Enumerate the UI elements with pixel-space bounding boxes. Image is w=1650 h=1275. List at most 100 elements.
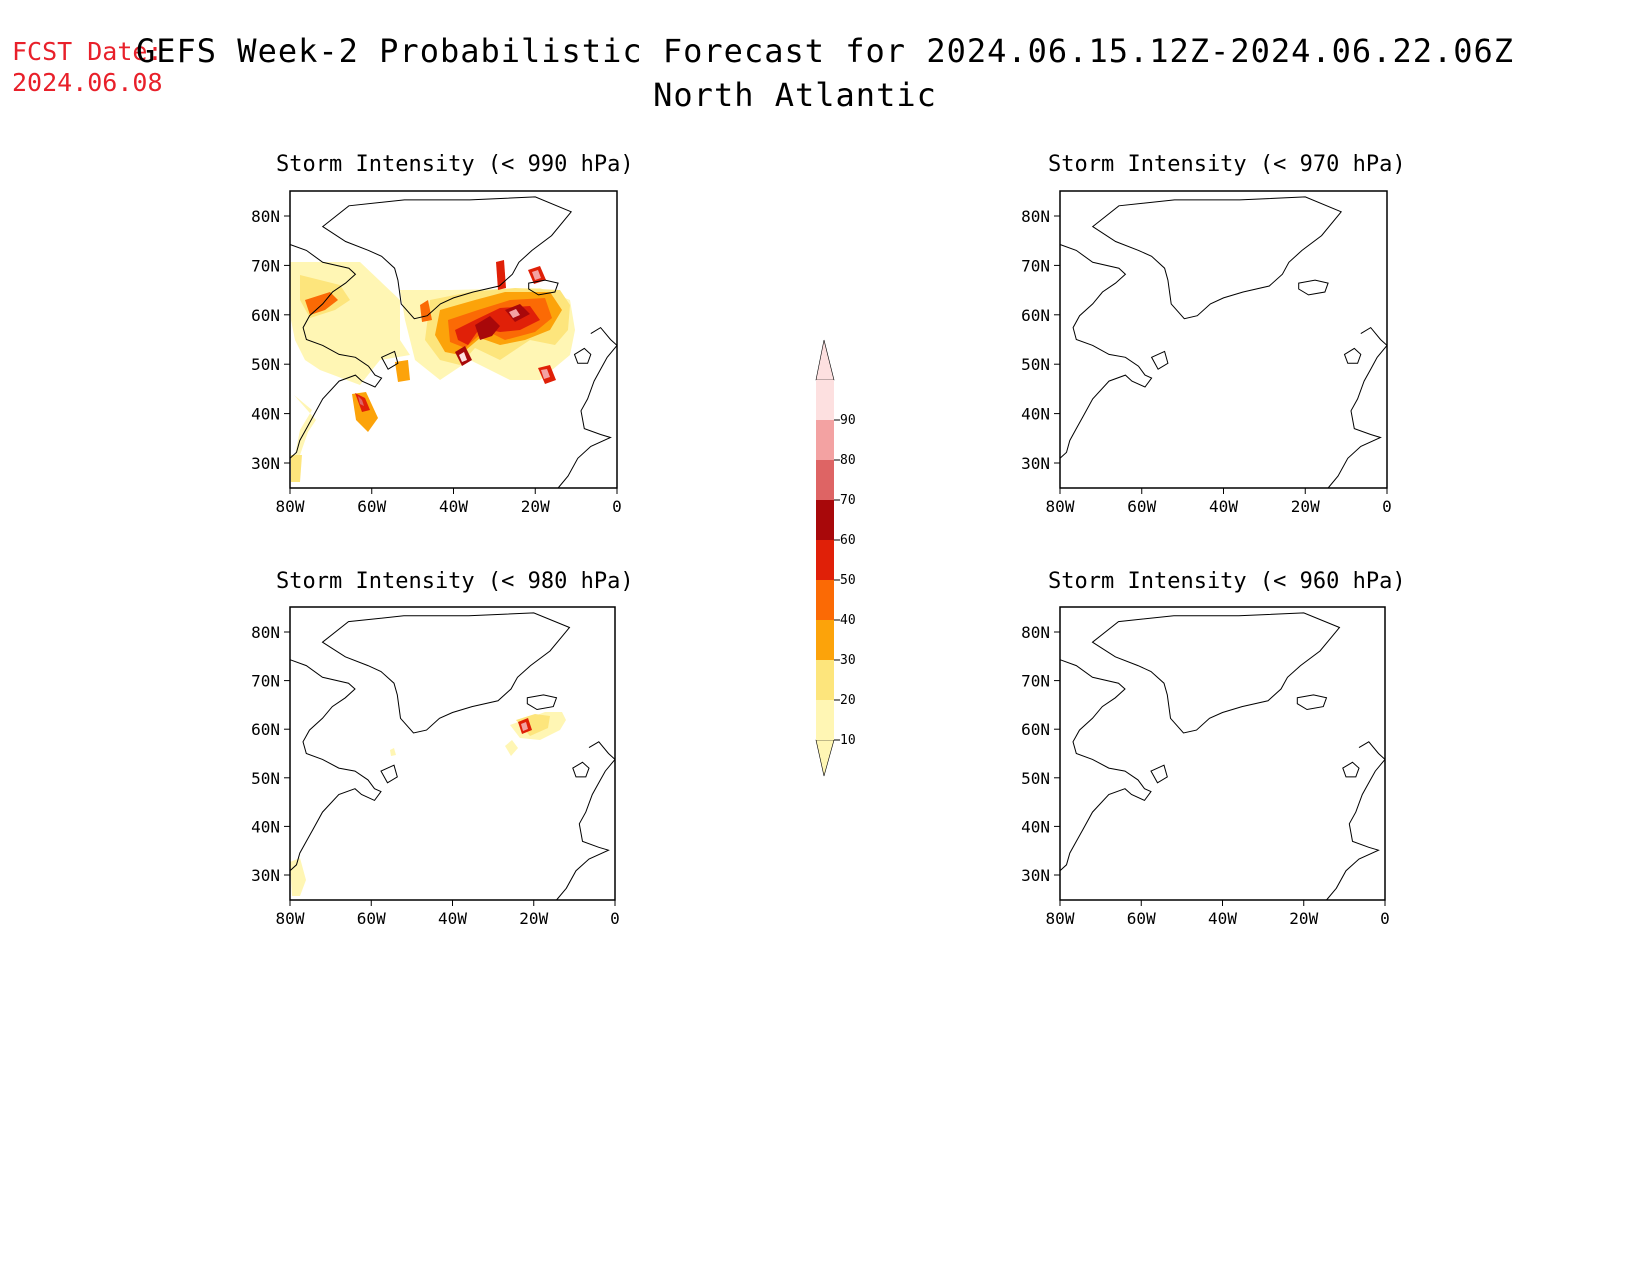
lat-tick-label: 30N xyxy=(251,866,280,885)
lat-tick-label: 30N xyxy=(1021,454,1050,473)
ireland-outline xyxy=(572,761,590,778)
lon-tick-label: 60W xyxy=(1127,497,1156,516)
lon-tick-label: 80W xyxy=(276,497,305,516)
canada-outline xyxy=(1059,659,1152,872)
lat-tick-label: 80N xyxy=(1021,207,1050,226)
coastline xyxy=(289,196,618,489)
lat-tick-label: 30N xyxy=(251,454,280,473)
lon-tick-label: 0 xyxy=(612,497,622,516)
panel-960: Storm Intensity (< 960 hPa) 80N 70N 60N 50N… xyxy=(1021,569,1406,928)
coastline xyxy=(289,612,616,901)
lon-tick-label: 20W xyxy=(519,909,548,928)
lon-tick-label: 20W xyxy=(1289,909,1318,928)
colorbar-swatch xyxy=(816,500,834,540)
lon-tick-label: 0 xyxy=(1382,497,1392,516)
colorbar-swatch xyxy=(816,380,834,420)
lat-tick-label: 60N xyxy=(251,306,280,325)
lat-tick-label: 70N xyxy=(1021,672,1050,691)
europe-outline xyxy=(1326,741,1386,901)
colorbar-label: 50 xyxy=(840,573,856,588)
map-frame xyxy=(1059,606,1386,901)
lat-tick-label: 50N xyxy=(1021,355,1050,374)
lat-tick-label: 50N xyxy=(1021,769,1050,788)
europe-outline xyxy=(556,741,616,901)
lat-tick-label: 60N xyxy=(1021,306,1050,325)
forecast-date-label: FCST Date: xyxy=(12,37,163,66)
iceland-outline xyxy=(1298,279,1329,296)
lat-tick-label: 80N xyxy=(251,207,280,226)
lon-tick-label: 40W xyxy=(1209,497,1238,516)
colorbar-swatch xyxy=(816,660,834,700)
lon-tick-label: 60W xyxy=(357,909,386,928)
colorbar-label: 90 xyxy=(840,413,856,428)
lon-tick-label: 20W xyxy=(521,497,550,516)
lat-tick-label: 60N xyxy=(251,720,280,739)
lon-tick-label: 80W xyxy=(1046,909,1075,928)
coastline xyxy=(1059,612,1386,901)
probability-shading xyxy=(290,712,566,896)
lat-tick-label: 80N xyxy=(251,623,280,642)
map-frame xyxy=(1059,190,1388,489)
colorbar-swatch xyxy=(816,540,834,580)
forecast-date-value: 2024.06.08 xyxy=(12,68,163,97)
europe-outline xyxy=(1327,326,1388,489)
newfoundland-outline xyxy=(1150,764,1168,784)
colorbar-swatch xyxy=(816,700,834,740)
lat-tick-label: 40N xyxy=(251,405,280,424)
newfoundland-outline xyxy=(380,350,399,370)
ireland-outline xyxy=(1343,347,1362,364)
lat-tick-label: 70N xyxy=(251,256,280,275)
lat-tick-label: 50N xyxy=(251,769,280,788)
colorbar-label: 70 xyxy=(840,493,856,508)
forecast-date-block: FCST Date: 2024.06.08 xyxy=(12,36,163,98)
colorbar-label: 40 xyxy=(840,613,856,628)
canada-outline xyxy=(289,244,383,459)
canada-outline xyxy=(1059,244,1153,459)
newfoundland-outline xyxy=(380,764,398,784)
canada-outline xyxy=(289,659,382,872)
colorbar-extend-high xyxy=(815,339,835,381)
lon-tick-label: 0 xyxy=(1380,909,1390,928)
iceland-outline xyxy=(526,694,558,711)
colorbar-label: 20 xyxy=(840,693,856,708)
lon-tick-label: 60W xyxy=(357,497,386,516)
greenland-outline xyxy=(1091,612,1341,734)
panel-title: Storm Intensity (< 980 hPa) xyxy=(276,569,634,594)
iceland-outline xyxy=(528,279,559,296)
colorbar-label: 30 xyxy=(840,653,856,668)
europe-outline xyxy=(557,326,618,489)
newfoundland-outline xyxy=(1150,350,1169,370)
panel-title: Storm Intensity (< 960 hPa) xyxy=(1048,569,1406,594)
lat-tick-label: 40N xyxy=(251,817,280,836)
greenland-outline xyxy=(1091,196,1343,320)
lon-tick-label: 60W xyxy=(1127,909,1156,928)
lat-tick-label: 60N xyxy=(1021,720,1050,739)
panel-980: Storm Intensity (< 980 hPa) 80N 70N 60N 50N… xyxy=(251,569,634,928)
lat-tick-label: 40N xyxy=(1021,817,1050,836)
colorbar-extend-low xyxy=(815,739,835,777)
page-subtitle: North Atlantic xyxy=(653,76,937,114)
ireland-outline xyxy=(573,347,592,364)
lon-tick-label: 0 xyxy=(610,909,620,928)
colorbar: 10 20 30 40 50 60 70 80 90 xyxy=(815,339,856,777)
coastline xyxy=(1059,196,1388,489)
lat-tick-label: 70N xyxy=(251,672,280,691)
panel-title: Storm Intensity (< 990 hPa) xyxy=(276,152,634,177)
colorbar-swatch xyxy=(816,580,834,620)
ireland-outline xyxy=(1342,761,1360,778)
lon-tick-label: 40W xyxy=(439,497,468,516)
lat-tick-label: 40N xyxy=(1021,405,1050,424)
colorbar-label: 80 xyxy=(840,453,856,468)
lat-tick-label: 30N xyxy=(1021,866,1050,885)
probability-shading xyxy=(290,260,575,482)
colorbar-swatch xyxy=(816,460,834,500)
colorbar-label: 60 xyxy=(840,533,856,548)
lat-tick-label: 80N xyxy=(1021,623,1050,642)
greenland-outline xyxy=(321,196,573,320)
lon-tick-label: 20W xyxy=(1291,497,1320,516)
lon-tick-label: 40W xyxy=(1208,909,1237,928)
map-frame xyxy=(289,606,616,901)
lat-tick-label: 70N xyxy=(1021,256,1050,275)
lon-tick-label: 80W xyxy=(276,909,305,928)
